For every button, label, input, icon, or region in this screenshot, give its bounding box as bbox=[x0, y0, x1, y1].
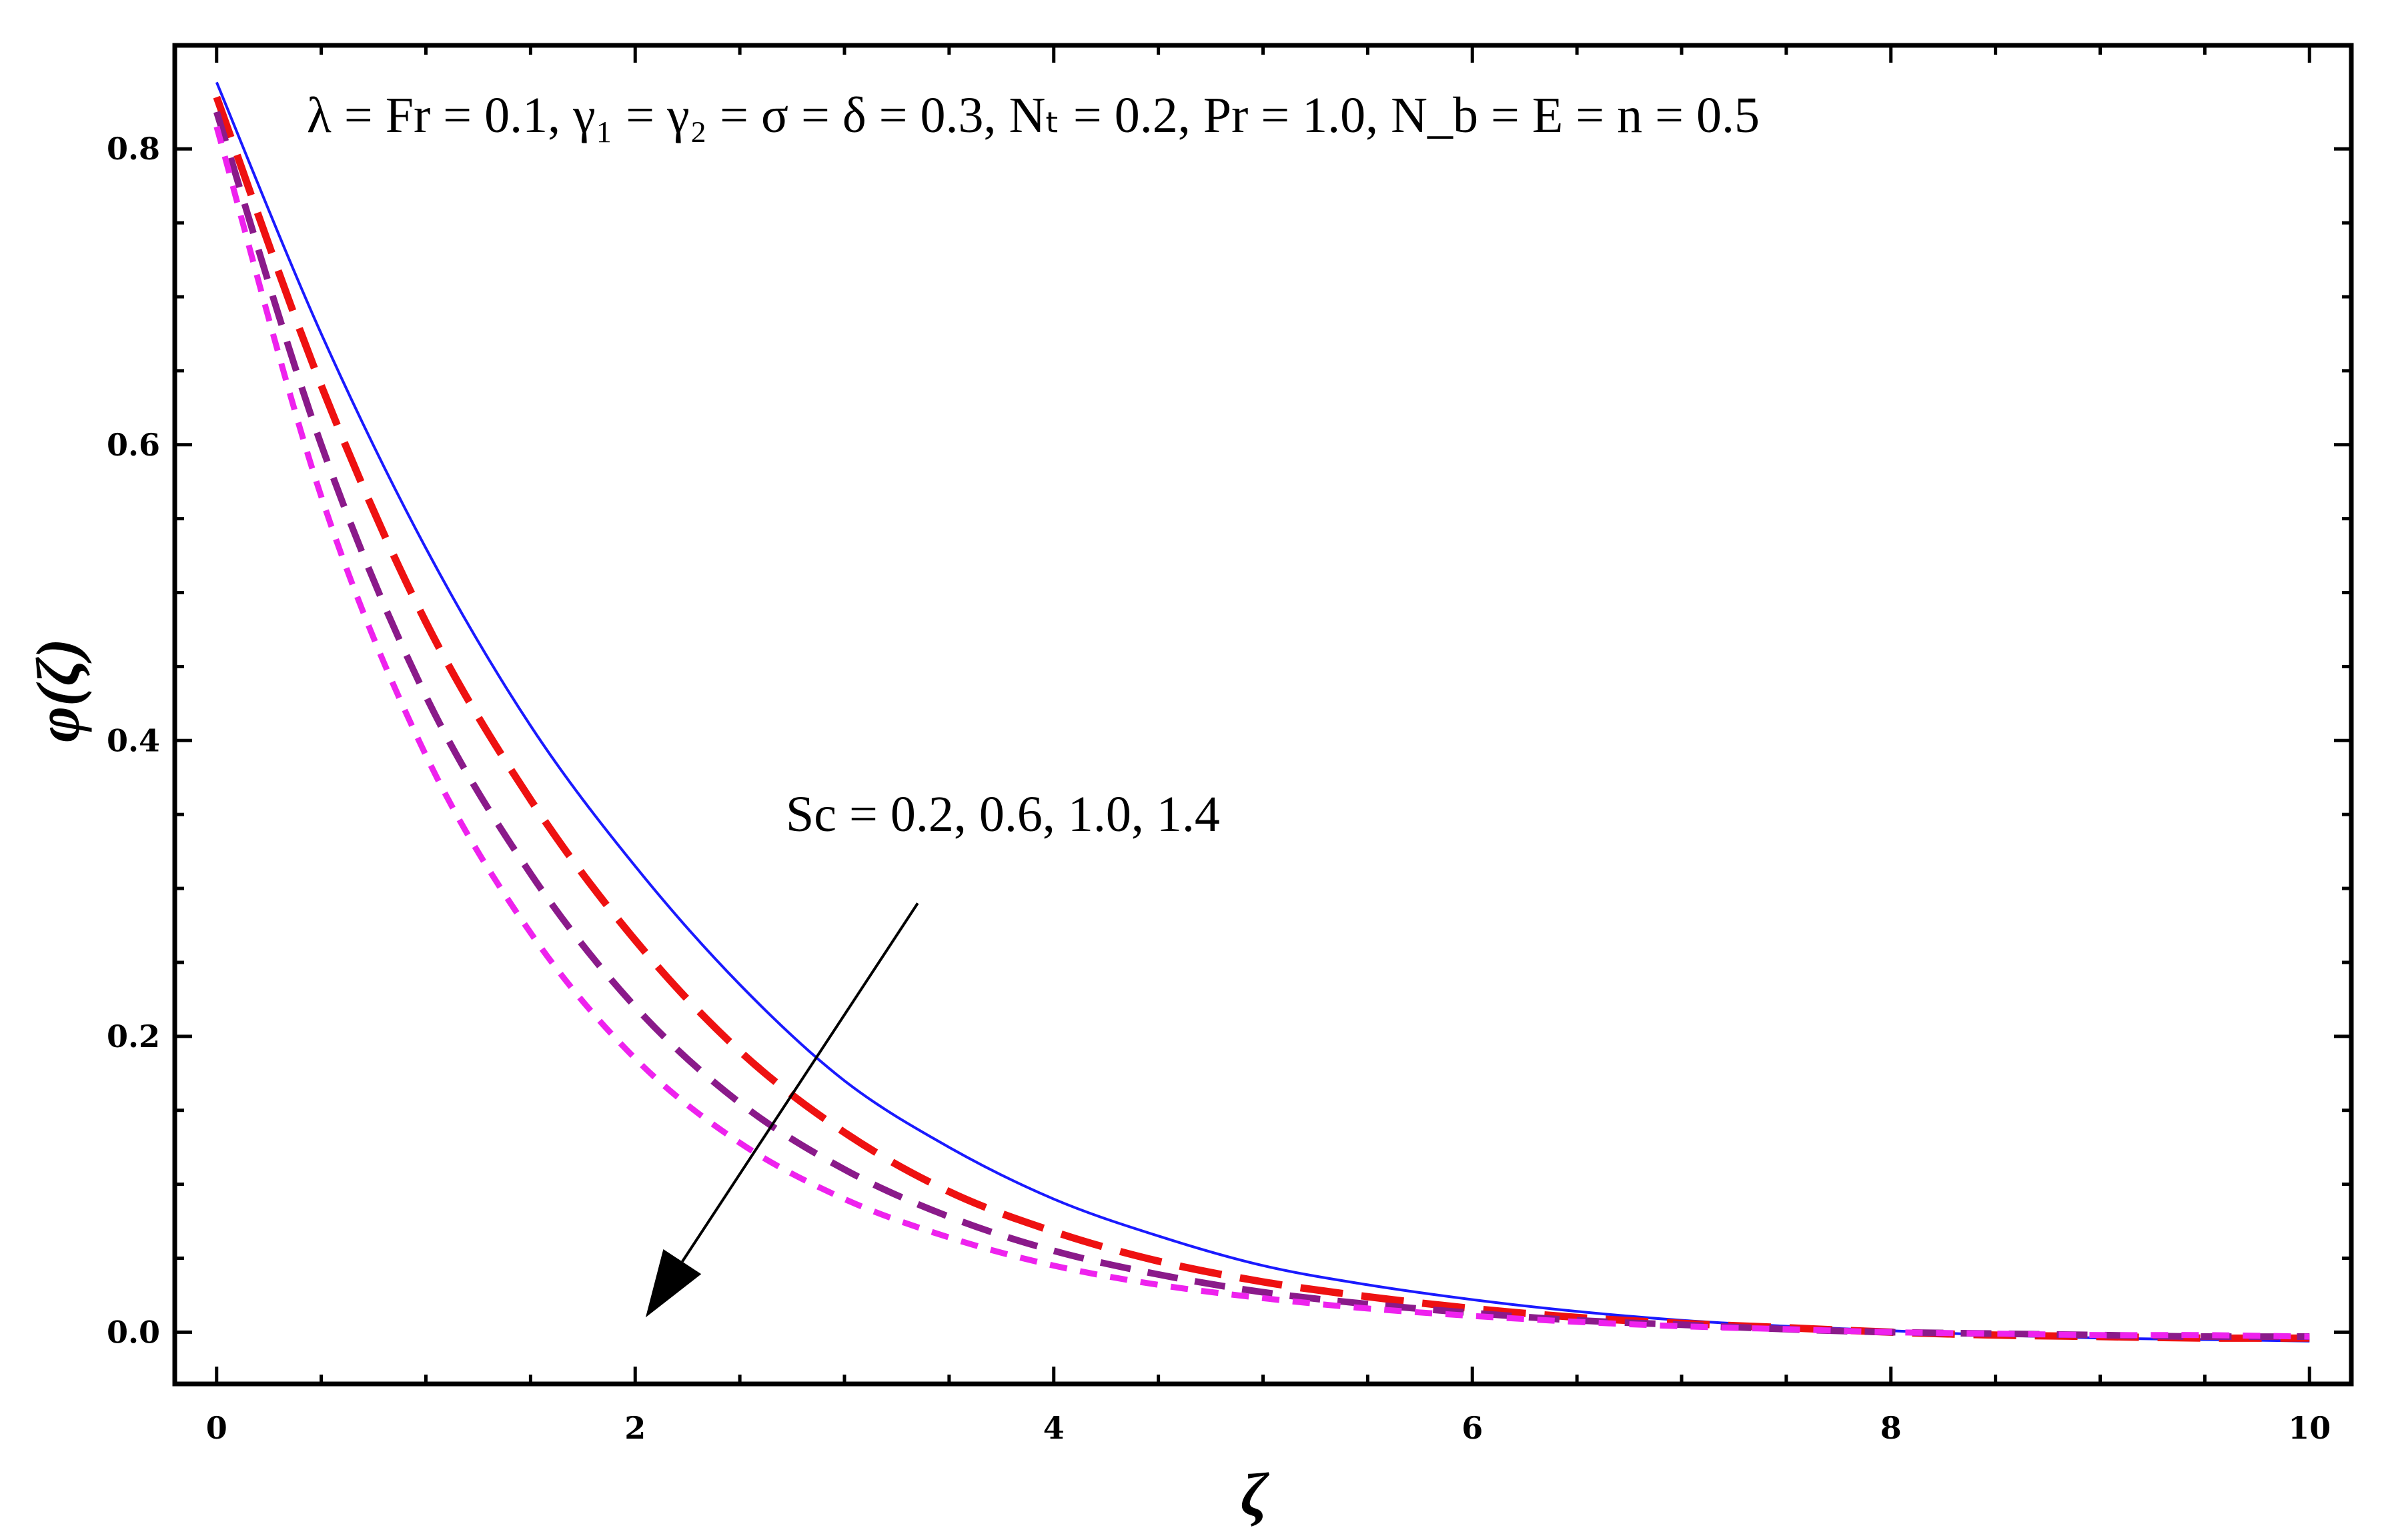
series-line-3 bbox=[213, 111, 2310, 1341]
x-axis-title: ζ bbox=[1241, 1461, 1270, 1529]
tick-labels-layer: 0 2 4 6 8 10 0.0 0.2 0.4 0.6 0.8 bbox=[107, 131, 2331, 1446]
sc-annotation: Sc = 0.2, 0.6, 1.0, 1.4 bbox=[786, 786, 1220, 842]
y-axis-title: φ(ζ) bbox=[24, 638, 92, 742]
x-tick-label: 4 bbox=[1043, 1410, 1065, 1446]
series-line-4 bbox=[213, 125, 2310, 1340]
arrow-shaft bbox=[681, 902, 919, 1263]
y-tick-label: 0.8 bbox=[107, 131, 160, 167]
x-tick-label: 10 bbox=[2288, 1410, 2331, 1446]
plot-frame bbox=[172, 43, 2354, 1387]
y-tick-label: 0.6 bbox=[107, 427, 160, 463]
y-tick-label: 0.0 bbox=[107, 1314, 160, 1350]
x-tick-label: 0 bbox=[206, 1410, 227, 1446]
series-layer bbox=[213, 81, 2310, 1343]
sc-arrow bbox=[645, 902, 919, 1318]
x-tick-label: 6 bbox=[1461, 1410, 1483, 1446]
parameter-text: λ = Fr = 0.1, γ₁ = γ₂ = σ = δ = 0.3, Nₜ … bbox=[307, 87, 1760, 143]
x-tick-label: 2 bbox=[624, 1410, 646, 1446]
y-tick-label: 0.4 bbox=[107, 722, 160, 758]
y-tick-label: 0.2 bbox=[107, 1018, 160, 1054]
arrow-head bbox=[645, 1249, 702, 1318]
x-tick-label: 8 bbox=[1880, 1410, 1902, 1446]
